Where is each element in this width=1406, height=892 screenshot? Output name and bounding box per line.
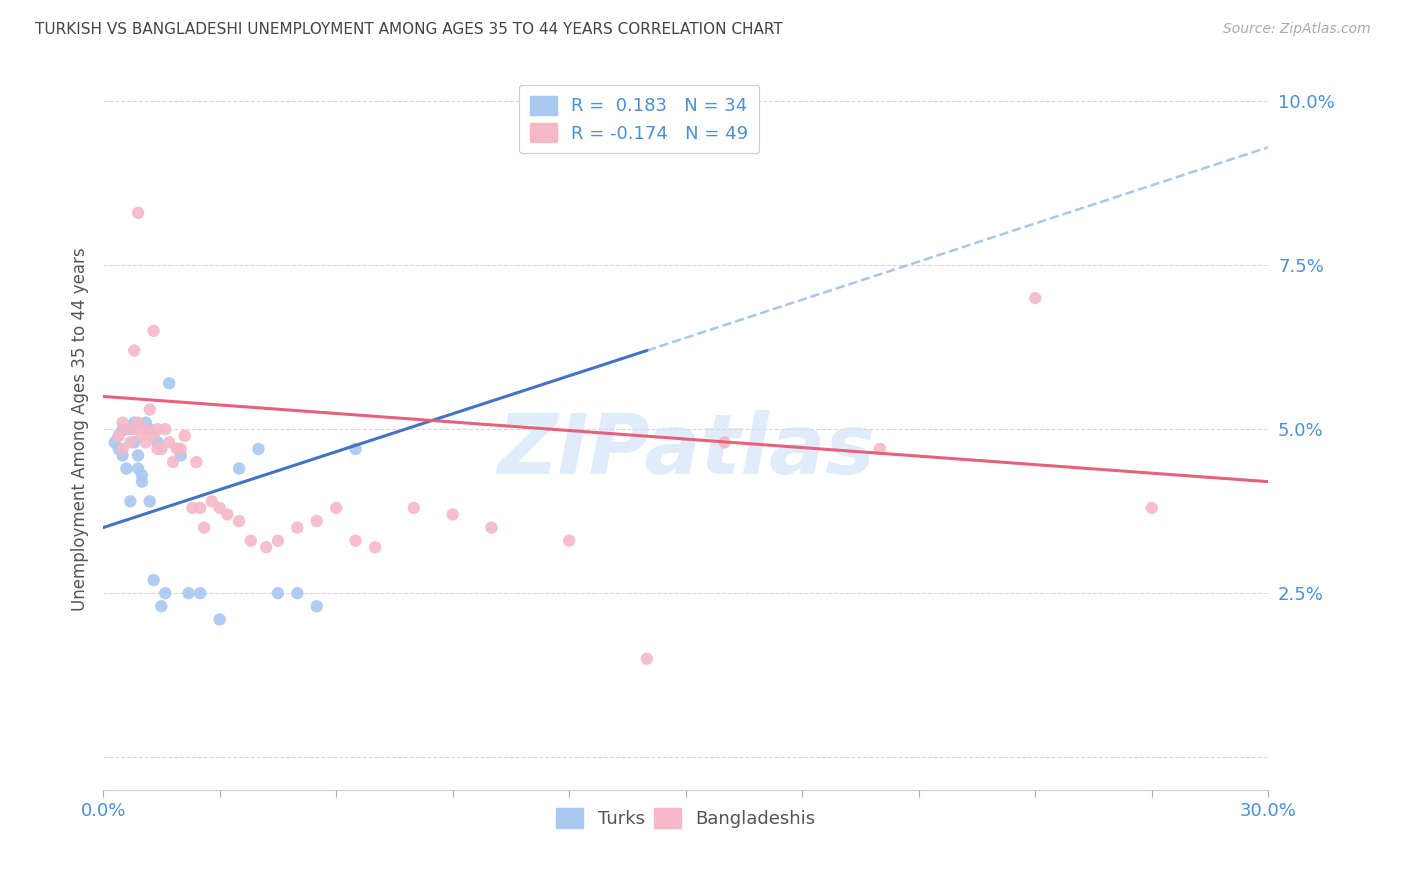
Point [181,500,204,515]
Point [162,455,184,469]
Point [122,416,145,430]
Point [157,435,180,450]
Point [239,533,262,548]
Point [217,508,239,522]
Point [325,500,347,515]
Point [305,514,328,528]
Point [170,449,193,463]
Point [267,533,290,548]
Point [254,541,277,555]
Point [869,442,891,456]
Point [305,599,328,614]
Text: ZIPatlas: ZIPatlas [496,410,875,491]
Point [364,541,387,555]
Point [107,429,129,443]
Point [127,416,149,430]
Point [344,533,367,548]
Point [208,500,231,515]
Point [122,435,145,450]
Point [115,422,138,436]
Point [402,500,425,515]
Point [127,461,149,475]
Point [146,422,169,436]
Point [111,422,134,436]
Legend: Turks, Bangladeshis: Turks, Bangladeshis [548,801,823,835]
Point [155,586,177,600]
Point [131,468,153,483]
Point [441,508,464,522]
Point [519,140,541,154]
Point [177,586,200,600]
Point [558,533,581,548]
Point [201,494,224,508]
Point [1140,500,1163,515]
Point [481,520,503,534]
Point [122,422,145,436]
Point [127,449,149,463]
Point [135,416,157,430]
Point [111,416,134,430]
Point [146,435,169,450]
Point [208,612,231,626]
Point [228,514,250,528]
Point [155,422,177,436]
Point [188,586,211,600]
Point [150,599,173,614]
Point [127,206,149,220]
Text: Source: ZipAtlas.com: Source: ZipAtlas.com [1223,22,1371,37]
Point [170,442,193,456]
Point [146,442,169,456]
Text: TURKISH VS BANGLADESHI UNEMPLOYMENT AMONG AGES 35 TO 44 YEARS CORRELATION CHART: TURKISH VS BANGLADESHI UNEMPLOYMENT AMON… [35,22,783,37]
Point [173,429,195,443]
Point [115,461,138,475]
Point [107,442,129,456]
Point [111,449,134,463]
Point [120,494,142,508]
Point [120,422,142,436]
Point [193,520,215,534]
Point [104,435,127,450]
Point [120,435,142,450]
Point [166,442,188,456]
Point [142,324,165,338]
Point [131,475,153,489]
Point [188,500,211,515]
Point [267,586,290,600]
Point [115,422,138,436]
Point [138,422,160,436]
Point [636,652,658,666]
Point [157,376,180,391]
Point [107,429,129,443]
Point [142,573,165,587]
Point [285,520,308,534]
Point [135,422,157,436]
Point [228,461,250,475]
Y-axis label: Unemployment Among Ages 35 to 44 years: Unemployment Among Ages 35 to 44 years [72,247,89,611]
Point [713,435,735,450]
Point [122,343,145,358]
Point [1024,291,1046,305]
Point [186,455,208,469]
Point [344,442,367,456]
Point [150,442,173,456]
Point [285,586,308,600]
Point [135,435,157,450]
Point [247,442,270,456]
Point [138,494,160,508]
Point [111,442,134,456]
Point [138,402,160,417]
Point [142,429,165,443]
Point [131,429,153,443]
